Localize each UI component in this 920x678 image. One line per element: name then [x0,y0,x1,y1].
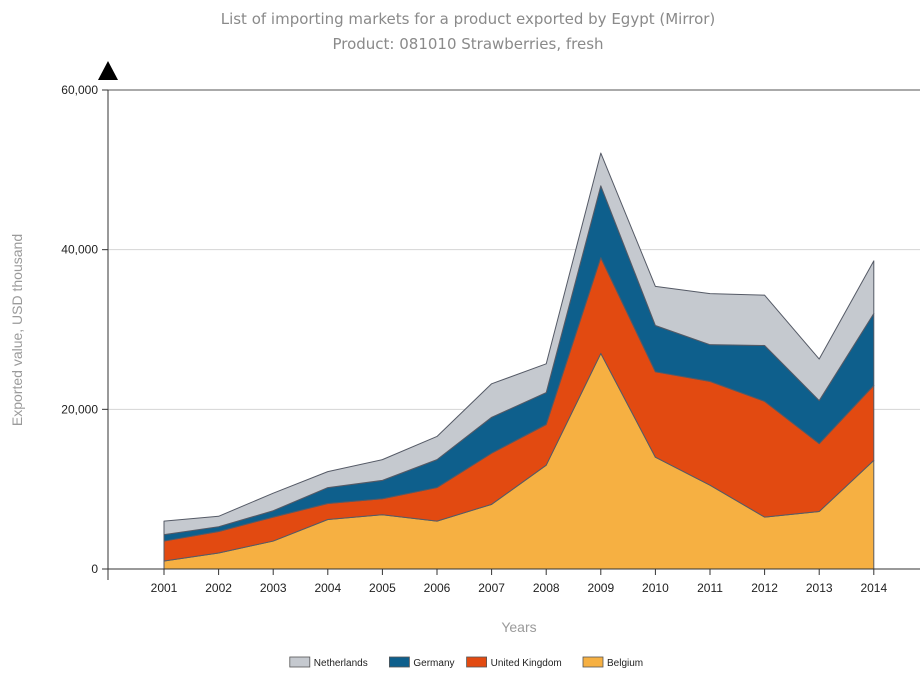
x-tick-label: 2008 [533,581,560,595]
y-tick-label: 0 [91,562,98,576]
x-tick-label: 2012 [751,581,778,595]
x-tick-label: 2009 [587,581,614,595]
y-tick-label: 60,000 [61,83,98,97]
x-tick-label: 2005 [369,581,396,595]
legend-label: Germany [413,658,454,669]
plot-areas [163,152,875,570]
y-axis-ticks: 0 20,000 40,000 60,000 [61,83,108,576]
chart-subtitle: Product: 081010 Strawberries, fresh [332,35,603,53]
legend-swatch [289,656,311,668]
x-tick-label: 2010 [642,581,669,595]
legend-label: Netherlands [314,658,368,669]
x-tick-label: 2006 [424,581,451,595]
legend: Netherlands Germany United Kingdom Belgium [289,656,643,669]
x-tick-label: 2002 [205,581,232,595]
x-tick-label: 2007 [478,581,505,595]
x-axis-ticks: 2001 2002 2003 2004 2005 2006 2007 2008 2009 2010… [151,569,887,595]
legend-swatch [388,656,410,668]
x-tick-label: 2003 [260,581,287,595]
x-tick-label: 2013 [806,581,833,595]
y-tick-label: 40,000 [61,243,98,257]
y-axis-title: Exported value, USD thousand [9,234,25,426]
x-axis-title: Years [501,619,536,635]
y-axis-arrow-icon [98,61,118,80]
legend-label: United Kingdom [491,658,562,669]
x-tick-label: 2014 [860,581,887,595]
y-tick-label: 20,000 [61,402,98,416]
x-tick-label: 2011 [697,581,723,595]
chart-title: List of importing markets for a product … [221,10,716,28]
legend-swatch [582,656,604,668]
legend-swatch [466,656,488,668]
x-tick-label: 2004 [314,581,341,595]
legend-label: Belgium [607,658,643,669]
area-series-netherlands [163,152,875,536]
x-tick-label: 2001 [151,581,178,595]
